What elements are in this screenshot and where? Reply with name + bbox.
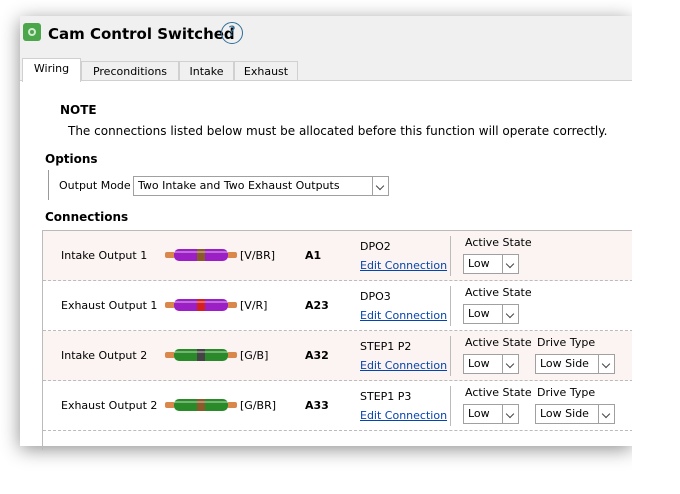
wire-graphic: [165, 299, 237, 311]
field-label: Active State: [465, 386, 532, 399]
dropdown[interactable]: Low: [463, 304, 519, 324]
section-title: Options: [45, 152, 98, 166]
divider: [450, 286, 451, 326]
wire: [165, 298, 237, 312]
wire: [165, 398, 237, 412]
edit-link[interactable]: Edit Connection: [360, 409, 448, 422]
help-button[interactable]: ?: [221, 22, 243, 44]
divider: [450, 386, 451, 426]
wire: [165, 348, 237, 362]
divider: [48, 170, 49, 200]
divider: [450, 236, 451, 276]
wire-code: [V/R]: [240, 299, 268, 312]
edit-link[interactable]: Edit Connection: [360, 359, 448, 372]
tab[interactable]: Wiring: [22, 58, 81, 82]
dropdown-arrow[interactable]: [502, 305, 518, 323]
connection-name: Intake Output 1: [61, 249, 148, 262]
note-text: The connections listed below must be all…: [68, 124, 608, 138]
dropdown[interactable]: Low: [463, 404, 519, 424]
dropdown-arrow[interactable]: [372, 177, 388, 195]
dropdown-arrow[interactable]: [502, 405, 518, 423]
wire-code: [G/BR]: [240, 399, 277, 412]
wire: [165, 248, 237, 262]
field-label: Active State: [465, 286, 532, 299]
wire-graphic: [165, 399, 237, 411]
dropdown-value: Low: [468, 257, 490, 270]
dropdown-arrow[interactable]: [502, 255, 518, 273]
tab[interactable]: Exhaust: [234, 61, 298, 81]
wire-code: [G/B]: [240, 349, 269, 362]
output-name: DPO3: [360, 290, 391, 303]
dropdown-value: Low: [468, 307, 490, 320]
output-name: STEP1 P2: [360, 340, 412, 353]
section-title: Connections: [45, 210, 129, 224]
dropdown-value: Low: [468, 407, 490, 420]
dropdown-arrow[interactable]: [598, 405, 614, 423]
dropdown-arrow[interactable]: [598, 355, 614, 373]
tab[interactable]: Preconditions: [81, 61, 179, 81]
dropdown-value: Low Side: [540, 357, 589, 370]
dropdown[interactable]: Low Side: [535, 354, 615, 374]
dropdown[interactable]: Low: [463, 254, 519, 274]
window-title: Cam Control Switched: [48, 25, 235, 43]
field-label: Active State: [465, 336, 532, 349]
wire-code: [V/BR]: [240, 249, 276, 262]
tab[interactable]: Intake: [179, 61, 234, 81]
edit-link[interactable]: Edit Connection: [360, 309, 448, 322]
dropdown[interactable]: Low: [463, 354, 519, 374]
field-label: Drive Type: [537, 336, 596, 349]
dropdown-value: Two Intake and Two Exhaust Outputs: [138, 179, 340, 192]
table-border: [42, 230, 642, 450]
output-name: DPO2: [360, 240, 391, 253]
connection-name: Exhaust Output 2: [61, 399, 158, 412]
wire-graphic: [165, 249, 237, 261]
divider: [450, 336, 451, 376]
connection-name: Intake Output 2: [61, 349, 148, 362]
wire-graphic: [165, 349, 237, 361]
connection-row: [43, 231, 643, 281]
pin: A32: [305, 349, 329, 362]
window-clip: [632, 0, 680, 494]
note-title: NOTE: [60, 103, 97, 117]
field-label: Drive Type: [537, 386, 596, 399]
dropdown-value: Low: [468, 357, 490, 370]
edit-link[interactable]: Edit Connection: [360, 259, 448, 272]
connection-row: [43, 281, 643, 331]
dropdown-value: Low Side: [540, 407, 589, 420]
connection-name: Exhaust Output 1: [61, 299, 158, 312]
pin: A33: [305, 399, 329, 412]
pin: A1: [305, 249, 322, 262]
field-label: Output Mode: [59, 179, 131, 192]
pin: A23: [305, 299, 329, 312]
app-icon: [23, 23, 41, 41]
field-label: Active State: [465, 236, 532, 249]
dropdown-arrow[interactable]: [502, 355, 518, 373]
dropdown[interactable]: Two Intake and Two Exhaust Outputs: [133, 176, 389, 196]
dropdown[interactable]: Low Side: [535, 404, 615, 424]
output-name: STEP1 P3: [360, 390, 412, 403]
